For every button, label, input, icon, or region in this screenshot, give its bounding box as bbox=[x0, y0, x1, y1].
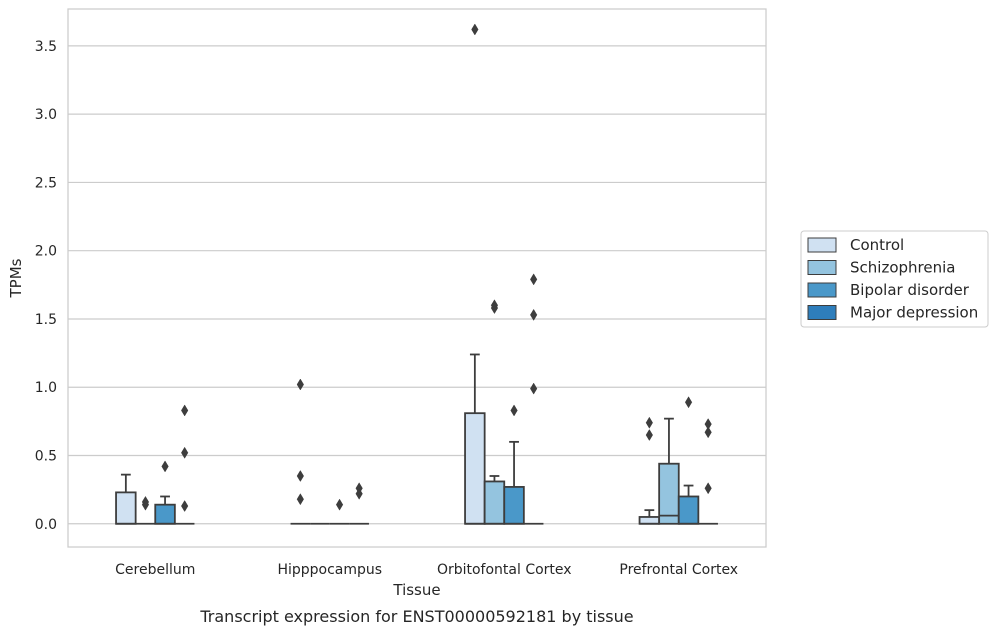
legend-label: Control bbox=[850, 236, 904, 254]
box-body bbox=[115, 491, 137, 525]
outlier-point bbox=[530, 273, 538, 286]
box-body bbox=[658, 462, 680, 525]
y-tick-label: 2.5 bbox=[35, 175, 57, 191]
outlier-point bbox=[684, 396, 693, 409]
x-tick-labels: Cerebellum Hipppocampus Orbitofontal Corte… bbox=[115, 562, 738, 578]
legend-label: Major depression bbox=[850, 304, 978, 322]
box-group bbox=[329, 498, 350, 525]
x-tick-label: Cerebellum bbox=[115, 562, 195, 578]
box-group bbox=[464, 23, 486, 525]
y-axis-title: TPMs bbox=[7, 258, 25, 298]
chart-caption: Transcript expression for ENST0000059218… bbox=[199, 607, 633, 626]
outlier-point bbox=[645, 429, 653, 442]
y-tick-label: 3.0 bbox=[35, 107, 57, 123]
box-group bbox=[638, 416, 661, 525]
box-group bbox=[154, 460, 176, 525]
outlier-point bbox=[645, 416, 653, 429]
outlier-point bbox=[181, 404, 189, 417]
box-group bbox=[290, 378, 311, 525]
box-group bbox=[698, 418, 718, 525]
boxes bbox=[115, 23, 718, 525]
box-group bbox=[135, 495, 156, 525]
outlier-point bbox=[471, 23, 479, 36]
outlier-point bbox=[296, 493, 304, 506]
x-tick-label: Hipppocampus bbox=[277, 562, 382, 578]
outlier-point bbox=[181, 446, 189, 459]
outlier-point bbox=[530, 308, 538, 321]
box-body bbox=[154, 503, 176, 525]
outlier-point bbox=[530, 382, 538, 395]
y-tick-label: 0.5 bbox=[35, 449, 57, 465]
y-tick-label: 3.5 bbox=[35, 39, 57, 55]
x-axis-title: Tissue bbox=[392, 581, 440, 599]
box-body bbox=[503, 486, 525, 525]
x-tick-label: Orbitofontal Cortex bbox=[437, 562, 572, 578]
box-body bbox=[638, 516, 661, 525]
legend-swatch bbox=[807, 260, 837, 275]
box-body bbox=[483, 480, 506, 525]
y-tick-label: 2.0 bbox=[35, 244, 57, 260]
legend: Control Schizophrenia Bipolar disorder Majo… bbox=[800, 230, 989, 328]
outlier-point bbox=[704, 426, 712, 439]
box-body bbox=[677, 495, 700, 525]
outlier-point bbox=[510, 404, 518, 417]
y-tick-label: 1.5 bbox=[35, 312, 57, 328]
outlier-point bbox=[141, 498, 150, 511]
outlier-point bbox=[355, 487, 363, 500]
box-group bbox=[115, 473, 137, 525]
y-tick-label: 1.0 bbox=[35, 380, 57, 396]
outlier-point bbox=[161, 460, 169, 473]
legend-swatch bbox=[807, 305, 837, 320]
outlier-point bbox=[181, 500, 189, 513]
legend-label: Bipolar disorder bbox=[850, 281, 970, 299]
box-group bbox=[503, 404, 525, 525]
box-group bbox=[523, 273, 544, 525]
legend-swatch bbox=[807, 237, 837, 253]
outlier-point bbox=[704, 482, 712, 495]
y-tick-labels: 0.0 0.5 1.0 1.5 2.0 2.5 3.0 3.5 bbox=[35, 39, 57, 533]
legend-frame bbox=[800, 230, 989, 328]
x-tick-label: Prefrontal Cortex bbox=[619, 562, 738, 578]
box-group bbox=[483, 299, 506, 525]
outlier-point bbox=[490, 302, 499, 315]
outlier-point bbox=[335, 498, 344, 511]
box-body bbox=[464, 412, 486, 525]
legend-label: Schizophrenia bbox=[850, 259, 955, 277]
box-group bbox=[658, 417, 680, 525]
gridlines bbox=[68, 45, 766, 525]
plot-area-frame bbox=[67, 8, 767, 548]
box-group bbox=[349, 482, 369, 525]
y-tick-label: 0.0 bbox=[35, 517, 57, 533]
legend-swatch bbox=[807, 282, 837, 298]
outlier-point bbox=[296, 378, 304, 391]
box-group bbox=[677, 396, 700, 525]
box-group bbox=[174, 404, 195, 525]
outlier-point bbox=[296, 470, 304, 482]
